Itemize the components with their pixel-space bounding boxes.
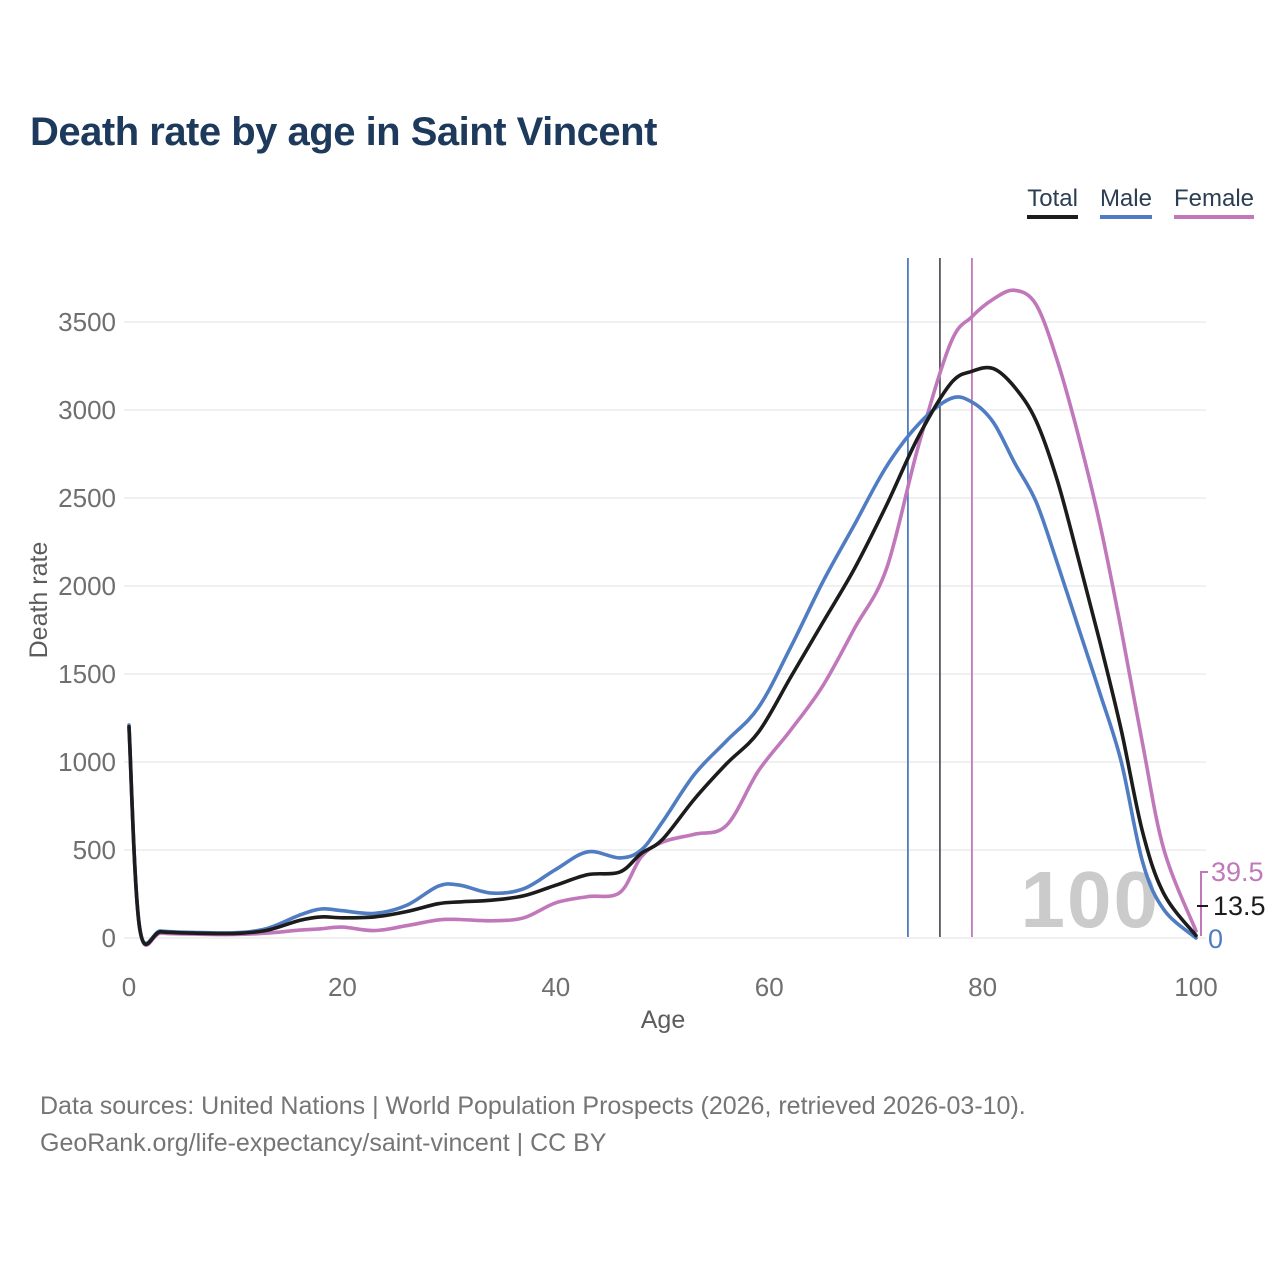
x-tick-label: 20 — [328, 972, 357, 1002]
x-tick-label: 80 — [968, 972, 997, 1002]
y-tick-labels: 0 500 1000 1500 2000 2500 3000 3500 — [58, 307, 116, 953]
y-tick-label: 0 — [102, 923, 116, 953]
legend-item-female[interactable]: Female — [1173, 185, 1254, 220]
series-line-female — [127, 288, 1198, 947]
y-tick-label: 2000 — [58, 571, 116, 601]
end-label-leaders — [1197, 871, 1208, 936]
x-axis-title: Age — [641, 1006, 685, 1034]
end-value-male: 0 — [1208, 924, 1223, 954]
x-tick-label: 0 — [122, 972, 136, 1002]
x-tick-label: 100 — [1174, 972, 1217, 1002]
end-value-female: 39.5 — [1211, 857, 1264, 887]
end-value-total: 13.5 — [1213, 891, 1266, 921]
female-end-leader — [1200, 871, 1208, 936]
gridlines — [124, 321, 1206, 939]
y-tick-label: 1500 — [58, 659, 116, 689]
source-line-2: GeoRank.org/life-expectancy/saint-vincen… — [40, 1129, 607, 1157]
legend-item-male[interactable]: Male — [1099, 185, 1152, 220]
life-expectancy-markers — [907, 258, 973, 937]
y-tick-label: 3000 — [58, 395, 116, 425]
watermark-age-label: 100 — [1021, 855, 1160, 944]
legend-item-total[interactable]: Total — [1027, 185, 1078, 220]
x-tick-labels: 0 20 40 60 80 100 — [122, 972, 1218, 1002]
y-tick-label: 3500 — [58, 307, 116, 337]
series-line-total — [127, 365, 1198, 947]
chart-title: Death rate by age in Saint Vincent — [30, 110, 657, 154]
y-axis-title: Death rate — [25, 542, 53, 659]
legend: Total Male Female — [1027, 185, 1254, 220]
series-line-male — [127, 395, 1198, 946]
y-tick-label: 500 — [73, 835, 116, 865]
y-tick-label: 2500 — [58, 483, 116, 513]
x-tick-label: 40 — [541, 972, 570, 1002]
y-tick-label: 1000 — [58, 747, 116, 777]
x-tick-label: 60 — [755, 972, 784, 1002]
series-curves — [127, 288, 1198, 947]
data-source: Data sources: United Nations | World Pop… — [40, 1088, 1026, 1162]
source-line-1: Data sources: United Nations | World Pop… — [40, 1092, 1026, 1120]
